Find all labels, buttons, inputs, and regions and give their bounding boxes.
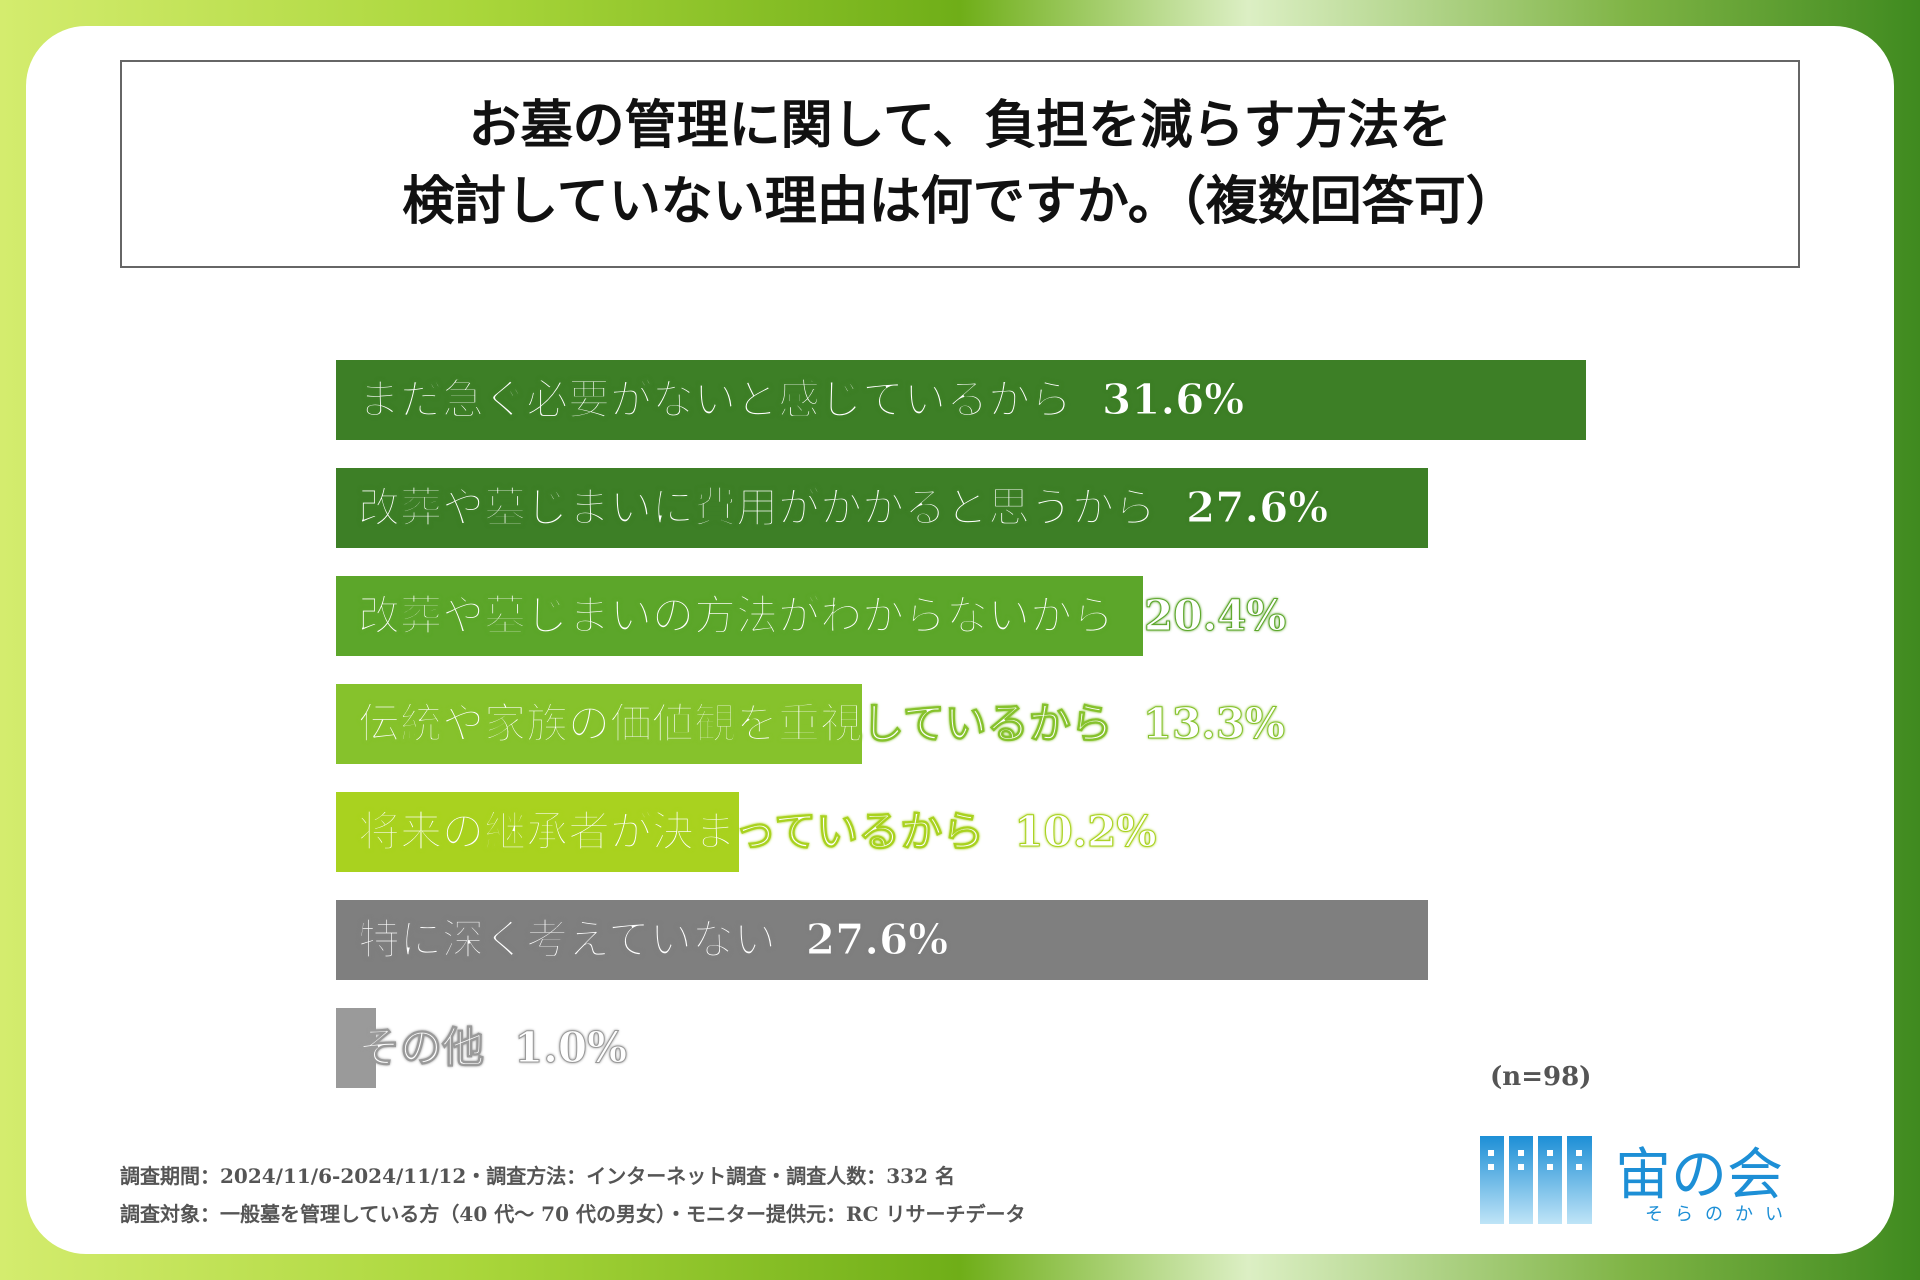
bar-label: 将来の継承者が決まっているから 10.2% [357, 792, 1157, 872]
bar-label: 特に深く考えていない 27.6% [358, 900, 949, 980]
bar-label: 改葬や墓じまいの方法がわからないから 20.4% [357, 576, 1287, 656]
logo: 宙の会 そらのかい [1480, 1136, 1810, 1226]
value-label: 1.0% [514, 1023, 628, 1073]
bar [336, 900, 1428, 980]
bar [336, 576, 1143, 656]
value-label: 27.6% [1186, 483, 1329, 533]
bar [336, 792, 740, 872]
title-box: お墓の管理に関して、負担を減らす方法を 検討していない理由は何ですか。（複数回答… [120, 60, 1800, 268]
sample-size-note: (n=98) [1490, 1062, 1592, 1092]
value-label: 10.2% [1014, 807, 1157, 857]
logo-name: 宙の会 [1615, 1143, 1783, 1208]
category-label: 改葬や墓じまいに費用がかかると思うから [357, 483, 1157, 533]
bar [336, 468, 1428, 548]
bar-label: 改葬や墓じまいに費用がかかると思うから 27.6% [357, 468, 1329, 548]
category-label: 将来の継承者が決まっているから [357, 807, 985, 857]
category-label: 改葬や墓じまいの方法がわからないから [357, 591, 1115, 641]
title-line-2: 検討していない理由は何ですか。（複数回答可） [402, 171, 1518, 232]
value-label: 13.3% [1142, 699, 1285, 749]
bar [336, 360, 1586, 440]
category-label: 特に深く考えていない [358, 915, 777, 965]
bar [336, 684, 863, 764]
bar-label: 伝統や家族の価値観を重視しているから 13.3% [358, 684, 1286, 764]
logo-subtitle: そらのかい [1645, 1204, 1795, 1225]
category-label: 伝統や家族の価値観を重視しているから [358, 699, 1114, 749]
footer-survey-period: 調査期間：2024/11/6-2024/11/12・調査方法：インターネット調査… [120, 1164, 955, 1188]
bar-label: その他 1.0% [357, 1008, 628, 1088]
logo-mark-icon [1480, 1136, 1592, 1224]
value-label: 20.4% [1144, 591, 1287, 641]
bar-label: まだ急ぐ必要がないと感じているから 31.6% [357, 360, 1245, 440]
title-line-1: お墓の管理に関して、負担を減らす方法を [468, 95, 1452, 156]
category-label: その他 [357, 1023, 485, 1073]
value-label: 27.6% [805, 915, 949, 965]
bar [336, 1008, 376, 1088]
category-label: まだ急ぐ必要がないと感じているから [357, 375, 1073, 425]
value-label: 31.6% [1102, 375, 1245, 425]
footer-survey-target: 調査対象：一般墓を管理している方（40 代〜 70 代の男女）・モニター提供元：… [120, 1202, 1026, 1226]
